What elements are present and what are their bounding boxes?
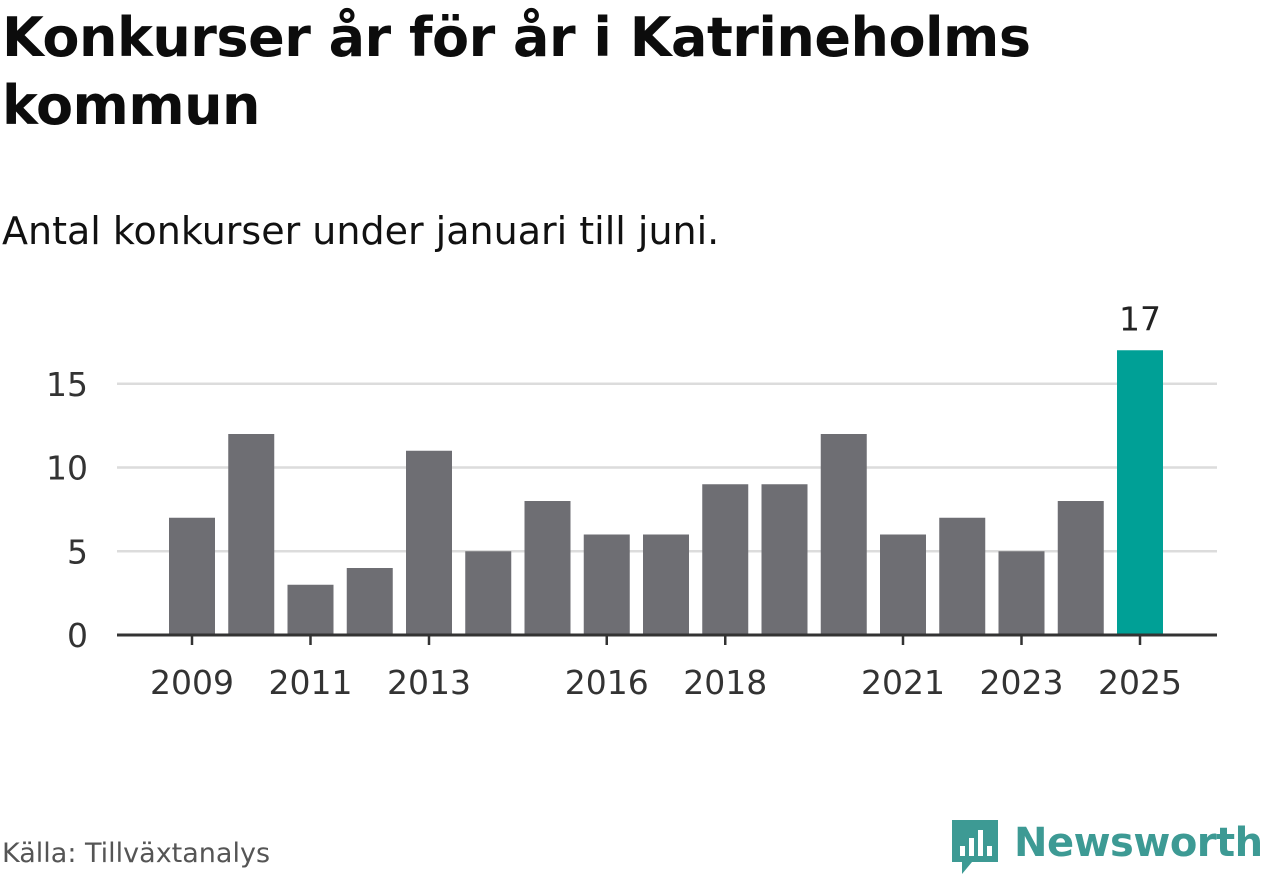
y-tick-label: 5 (67, 532, 88, 571)
bar-2015 (524, 501, 571, 635)
source-note: Källa: Tillväxtanalys (2, 838, 271, 869)
y-tick-label: 0 (67, 616, 88, 655)
x-tick-label: 2011 (269, 663, 353, 702)
gridlines (117, 382, 1217, 553)
bar-2016 (583, 534, 630, 635)
bar-2023 (998, 551, 1045, 635)
chart-subtitle: Antal konkurser under januari till juni. (2, 209, 720, 253)
bar-2024 (1057, 501, 1104, 635)
bar-2010 (228, 434, 275, 635)
x-tick-label: 2009 (150, 663, 234, 702)
bar-2020 (820, 434, 867, 635)
bar-2009 (169, 517, 215, 635)
bar-2012 (346, 568, 393, 635)
data-label-2025: 17 (1119, 299, 1161, 338)
bar-2018 (702, 484, 749, 635)
bar-2017 (643, 534, 689, 635)
x-tick-label: 2021 (861, 663, 945, 702)
y-axis-ticks: 0 5 10 15 (46, 365, 88, 655)
bar-2013 (406, 450, 452, 635)
bar-2021 (880, 534, 926, 635)
x-axis-ticks: 2009 2011 2013 2016 2018 2021 2023 2025 (117, 633, 1217, 702)
bar-2011 (287, 584, 334, 635)
x-tick-label: 2018 (683, 663, 767, 702)
x-tick-label: 2025 (1098, 663, 1182, 702)
data-labels: 17 (1119, 299, 1161, 338)
y-tick-label: 15 (46, 365, 88, 404)
bar-2022 (939, 517, 986, 635)
x-tick-label: 2023 (980, 663, 1064, 702)
chart-title: Konkurser år för år i Katrineholms kommu… (2, 6, 1031, 137)
bar-2019 (761, 484, 808, 635)
bar-chart-speech-bubble-icon (952, 820, 998, 874)
brand-logo: Newsworthy (950, 818, 1262, 878)
y-tick-label: 10 (46, 449, 88, 488)
bar-2025 (1117, 350, 1163, 635)
bar-2014 (465, 551, 512, 635)
brand-name: Newsworthy (1014, 820, 1262, 866)
x-tick-label: 2016 (565, 663, 649, 702)
x-tick-label: 2013 (387, 663, 471, 702)
bars (169, 350, 1163, 635)
